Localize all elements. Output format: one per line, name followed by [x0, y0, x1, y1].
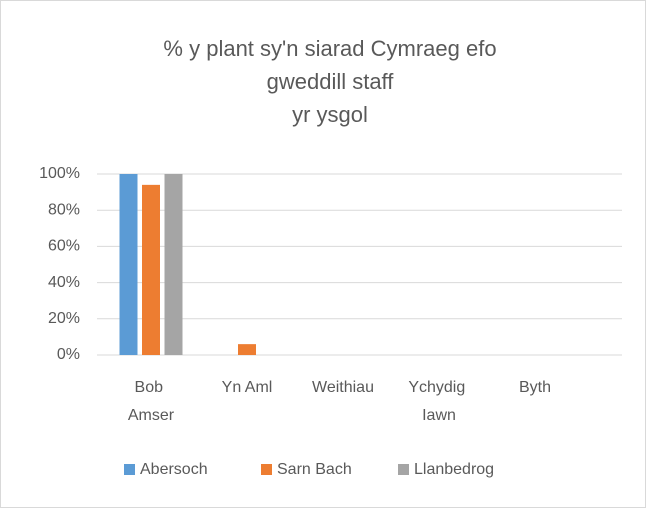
chart-title: % y plant sy'n siarad Cymraeg efo: [163, 36, 496, 61]
legend-label: Sarn Bach: [277, 461, 352, 478]
y-tick-label: 80%: [48, 201, 80, 218]
y-tick-label: 100%: [39, 165, 80, 182]
bar: [142, 184, 160, 355]
bar: [119, 174, 138, 355]
legend-label: Llanbedrog: [414, 461, 494, 478]
x-tick-label: Weithiau: [312, 379, 374, 396]
x-tick-label: Yn Aml: [222, 379, 273, 396]
legend-label: Abersoch: [140, 461, 208, 478]
y-tick-label: 0%: [57, 346, 80, 363]
chart-title: yr ysgol: [292, 102, 368, 127]
y-tick-label: 60%: [48, 238, 80, 255]
x-tick-label: Bob Amser: [128, 379, 175, 424]
legend-swatch: [124, 464, 135, 475]
bar: [164, 174, 183, 355]
bar: [238, 344, 256, 355]
y-tick-label: 40%: [48, 274, 80, 291]
y-tick-label: 20%: [48, 310, 80, 327]
x-tick-label: Byth: [519, 379, 551, 396]
chart-title: gweddill staff: [267, 69, 395, 94]
legend-swatch: [261, 464, 272, 475]
x-tick-label: Ychydig Iawn: [408, 379, 469, 424]
legend-swatch: [398, 464, 409, 475]
